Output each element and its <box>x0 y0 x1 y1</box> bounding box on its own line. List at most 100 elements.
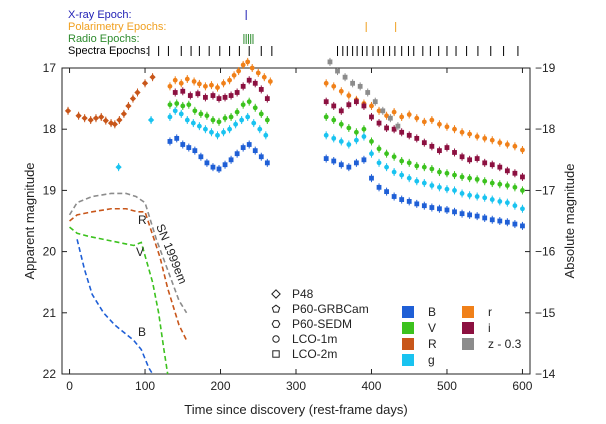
point-7-0 <box>327 59 333 65</box>
point-4-30 <box>421 164 427 170</box>
point-4-5 <box>198 111 204 117</box>
point-6-39 <box>489 217 495 223</box>
point-6-1 <box>174 135 180 141</box>
sn1999em-curve-2 <box>69 207 188 341</box>
point-4-10 <box>228 114 234 120</box>
point-2-12 <box>236 68 242 74</box>
point-4-9 <box>222 115 228 121</box>
point-5-17 <box>323 132 329 138</box>
point-4-4 <box>192 108 198 114</box>
point-4-31 <box>429 166 435 172</box>
telescope-label-2: P60-SEDM <box>292 317 352 331</box>
point-7-9 <box>395 123 401 129</box>
point-7-8 <box>387 115 393 121</box>
point-3-3 <box>195 91 201 97</box>
x-tick-label-200: 200 <box>211 379 231 393</box>
point-5-2 <box>178 111 184 117</box>
point-5-23 <box>369 151 374 157</box>
point-6-41 <box>504 219 510 225</box>
sn1999em-r-label: R <box>138 213 147 227</box>
point-6-9 <box>222 162 228 168</box>
point-6-16 <box>264 160 270 166</box>
point-5-16 <box>263 132 269 138</box>
point-4-18 <box>331 117 337 123</box>
point-6-22 <box>361 157 367 163</box>
y-axis-right: −19 −18 −17 −16 −15 −14 <box>525 61 556 381</box>
point-2-0 <box>167 83 173 89</box>
point-2-44 <box>512 143 518 149</box>
point-6-5 <box>198 154 204 160</box>
point-0-15 <box>149 74 156 81</box>
point-5-43 <box>520 206 525 212</box>
point-4-37 <box>474 176 480 182</box>
point-7-7 <box>380 108 386 114</box>
point-0-1 <box>75 112 82 119</box>
sn1999em-b-label: B <box>138 325 146 339</box>
point-0-0 <box>64 107 72 114</box>
sn1999em-curves <box>68 192 188 375</box>
point-3-16 <box>331 103 337 109</box>
point-5-40 <box>497 199 503 204</box>
point-4-7 <box>210 117 216 123</box>
point-5-9 <box>221 129 226 135</box>
point-5-3 <box>184 117 190 123</box>
x-tick-label-0: 0 <box>66 379 73 393</box>
point-2-1 <box>172 77 178 83</box>
point-2-27 <box>384 113 389 119</box>
point-5-14 <box>251 120 257 126</box>
point-5-32 <box>437 184 442 190</box>
point-7-3 <box>350 80 356 86</box>
sn1999em-curve-0 <box>76 239 154 375</box>
point-2-20 <box>331 83 337 89</box>
point-1-1 <box>147 116 155 124</box>
filter-swatch-2 <box>402 338 414 350</box>
point-5-35 <box>459 191 465 196</box>
point-3-11 <box>246 77 252 83</box>
point-4-32 <box>437 169 442 175</box>
sn1999em-curve-3 <box>68 192 188 314</box>
point-0-10 <box>120 110 128 118</box>
y-tick-right-label-16: −16 <box>535 245 556 259</box>
point-5-1 <box>172 108 178 114</box>
point-5-30 <box>421 180 427 186</box>
point-2-11 <box>231 72 237 78</box>
filter-swatch-3 <box>402 354 414 366</box>
point-3-41 <box>520 174 525 180</box>
point-6-2 <box>180 142 186 147</box>
point-2-36 <box>452 126 457 132</box>
point-3-31 <box>444 145 450 150</box>
point-4-27 <box>399 158 405 164</box>
point-3-36 <box>482 160 488 166</box>
point-0-9 <box>116 116 123 124</box>
point-3-14 <box>264 96 270 101</box>
point-5-18 <box>331 135 337 141</box>
point-5-42 <box>512 203 518 209</box>
point-6-43 <box>520 223 525 229</box>
y-tick-label-19: 19 <box>43 183 57 197</box>
point-3-34 <box>467 157 473 163</box>
point-4-39 <box>489 180 495 186</box>
point-0-11 <box>125 102 132 110</box>
point-6-26 <box>391 194 397 199</box>
point-4-26 <box>391 154 397 160</box>
y-tick-right-label-18: −18 <box>535 122 556 136</box>
point-0-2 <box>81 115 88 122</box>
point-3-5 <box>210 93 216 98</box>
point-6-21 <box>353 160 359 166</box>
y-axis-left: 17 18 19 20 21 22 <box>43 61 67 381</box>
point-3-39 <box>504 168 510 174</box>
point-2-9 <box>221 80 226 86</box>
point-7-4 <box>357 83 363 89</box>
y-tick-right-label-19: −19 <box>535 61 556 75</box>
point-4-8 <box>216 119 222 125</box>
point-0-3 <box>87 116 94 124</box>
sn1999em-v-label: V <box>136 245 144 259</box>
filter-label-1: V <box>428 321 436 335</box>
point-2-41 <box>489 137 495 143</box>
point-3-17 <box>338 108 344 114</box>
point-0-14 <box>141 80 149 87</box>
point-6-8 <box>216 166 222 172</box>
point-4-43 <box>520 188 525 193</box>
